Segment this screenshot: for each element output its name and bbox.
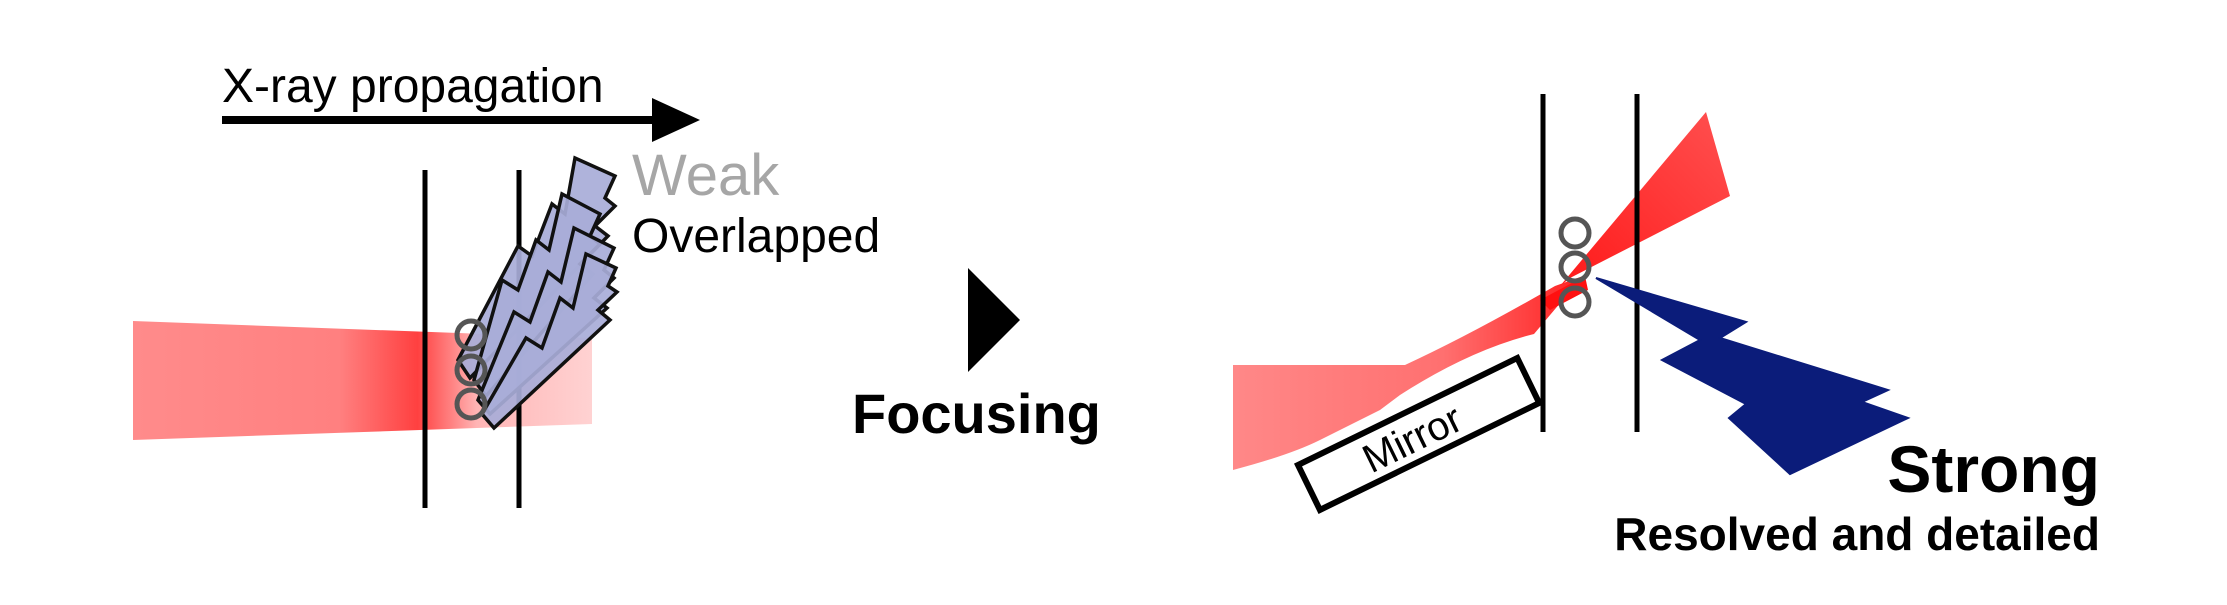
triangle-right-icon [968, 268, 1020, 372]
arrow-right-icon [652, 98, 700, 142]
incoming-beam [1233, 276, 1583, 470]
particles-left [454, 318, 488, 421]
weak-signal-bolts [455, 155, 620, 431]
overlapped-label: Overlapped [632, 210, 880, 263]
particle [454, 387, 488, 421]
focusing-label: Focusing [852, 382, 1101, 445]
resolved-label: Resolved and detailed [1614, 508, 2100, 560]
particles-right [1558, 216, 1592, 319]
strong-label: Strong [1887, 432, 2100, 506]
particle [454, 318, 488, 352]
right-panel: Mirror Strong Resolved and detailed [1233, 94, 2100, 560]
focusing-transition: Focusing [852, 268, 1101, 445]
particle [1558, 216, 1592, 250]
particle [1558, 285, 1592, 319]
propagation-arrow [222, 98, 700, 142]
particle [1558, 250, 1592, 284]
lightning-bolt-icon [1595, 277, 1911, 476]
focused-beam [1560, 112, 1730, 286]
particle [454, 353, 488, 387]
lightning-bolt-icon [479, 251, 620, 431]
left-panel: X-ray propagation Weak Overlapped [133, 60, 880, 508]
weak-label: Weak [632, 143, 780, 208]
propagation-label: X-ray propagation [222, 60, 604, 113]
